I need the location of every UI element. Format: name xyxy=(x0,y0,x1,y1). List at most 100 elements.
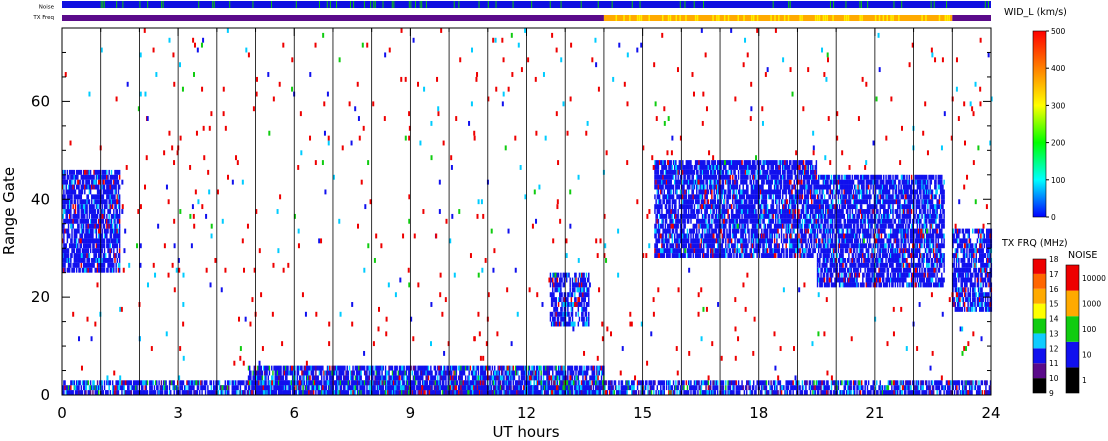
data-cell xyxy=(824,385,827,391)
data-cell xyxy=(96,209,99,214)
data-cell xyxy=(396,365,398,371)
data-cell xyxy=(380,385,382,391)
data-cell xyxy=(253,365,256,371)
data-cell xyxy=(144,390,146,395)
data-cell xyxy=(560,385,562,391)
data-cell xyxy=(498,380,501,386)
data-cell xyxy=(613,380,616,386)
data-cell xyxy=(93,385,95,391)
data-cell xyxy=(239,380,242,386)
data-cell xyxy=(696,179,698,185)
data-cell xyxy=(200,385,202,391)
data-cell xyxy=(874,385,877,391)
data-cell xyxy=(524,380,526,386)
data-cell xyxy=(237,385,239,391)
data-cell xyxy=(404,370,407,376)
data-cell xyxy=(749,385,751,391)
data-cell xyxy=(822,390,825,395)
data-cell xyxy=(675,213,677,219)
data-cell xyxy=(202,385,204,391)
data-cell xyxy=(550,311,553,317)
data-cell xyxy=(85,248,87,254)
data-cell xyxy=(729,385,732,391)
data-cell xyxy=(867,390,870,395)
data-cell xyxy=(811,385,813,391)
data-cell xyxy=(101,233,103,239)
data-cell xyxy=(691,184,693,190)
data-cell xyxy=(700,184,703,190)
data-cell xyxy=(80,169,83,175)
noise-flicker-mark xyxy=(487,1,489,8)
data-cell xyxy=(261,380,264,386)
data-cell xyxy=(248,385,251,391)
data-cell xyxy=(384,380,387,386)
data-cell xyxy=(339,380,341,386)
data-cell xyxy=(943,385,945,391)
data-cell xyxy=(117,204,120,210)
data-cell xyxy=(67,189,70,195)
data-cell xyxy=(669,390,671,395)
data-cell xyxy=(396,380,398,386)
data-cell xyxy=(302,375,304,381)
data-cell xyxy=(872,380,875,386)
data-cell xyxy=(71,169,73,175)
data-cell xyxy=(541,385,544,391)
data-cell xyxy=(435,385,438,391)
data-cell xyxy=(586,316,589,322)
data-cell xyxy=(568,292,570,298)
data-cell xyxy=(262,390,265,395)
data-cell xyxy=(665,174,668,180)
data-cell xyxy=(484,380,487,386)
data-cell xyxy=(84,189,86,195)
data-cell xyxy=(670,184,672,190)
data-cell xyxy=(842,390,844,395)
data-cell xyxy=(385,380,388,386)
data-cell xyxy=(92,390,94,395)
data-cell xyxy=(93,174,95,180)
data-cell xyxy=(171,380,173,386)
data-cell xyxy=(106,390,108,395)
data-cell xyxy=(449,365,452,371)
data-cell xyxy=(323,370,325,376)
txfreq-status-bar xyxy=(62,15,991,21)
data-cell xyxy=(673,233,676,239)
data-cell xyxy=(181,385,184,391)
data-cell xyxy=(792,380,794,386)
data-cell xyxy=(694,253,697,258)
data-cell xyxy=(693,385,696,391)
data-cell xyxy=(91,204,93,210)
data-cell xyxy=(656,174,659,180)
data-cell xyxy=(667,228,669,234)
data-cell xyxy=(66,228,69,234)
data-cell xyxy=(668,385,670,391)
data-cell xyxy=(268,390,271,395)
data-cell xyxy=(360,390,362,395)
data-cell xyxy=(87,243,90,249)
noise-flicker-mark xyxy=(161,1,163,8)
data-cell xyxy=(583,297,585,303)
data-cell xyxy=(906,380,908,386)
data-cell xyxy=(327,390,330,395)
data-cell xyxy=(552,390,554,395)
data-cell xyxy=(577,321,580,327)
data-cell xyxy=(398,365,401,371)
data-cell xyxy=(297,365,300,371)
data-cell xyxy=(631,380,633,386)
data-cell xyxy=(99,267,101,273)
data-cell xyxy=(68,194,71,200)
data-cell xyxy=(822,380,825,386)
data-cell xyxy=(95,174,98,180)
data-cell xyxy=(555,287,557,293)
data-cell xyxy=(571,287,574,293)
data-cell xyxy=(110,238,113,244)
data-cell xyxy=(389,390,391,395)
data-cell xyxy=(894,380,897,386)
data-cell xyxy=(682,238,684,244)
noise-flicker-mark xyxy=(531,1,533,8)
data-cell xyxy=(111,189,114,195)
noise-flicker-mark xyxy=(560,1,562,8)
data-cell xyxy=(419,385,422,391)
data-cell xyxy=(584,282,587,288)
data-cell xyxy=(67,267,70,273)
data-cell xyxy=(99,253,101,258)
